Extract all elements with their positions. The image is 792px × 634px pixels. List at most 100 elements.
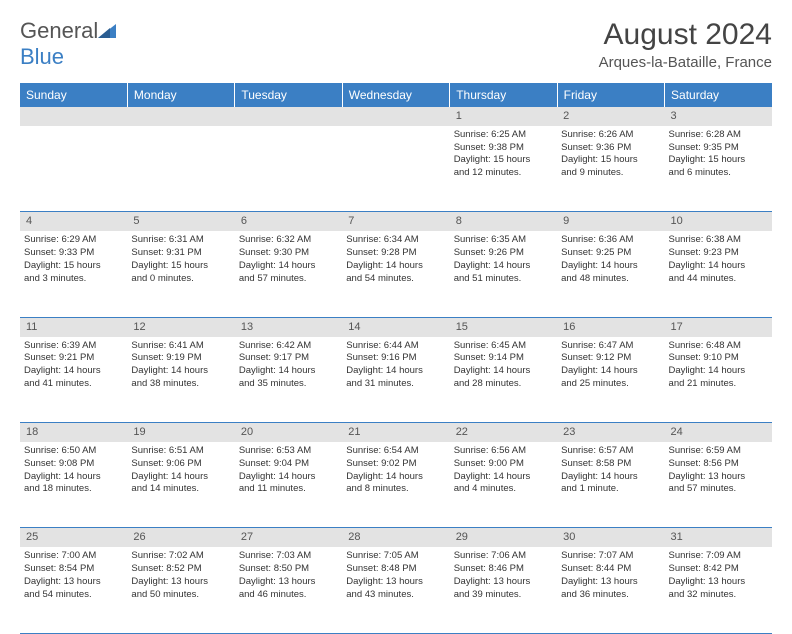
day-info-line: Sunrise: 7:07 AM [561, 550, 660, 563]
weekday-sunday: Sunday [20, 83, 127, 107]
day-cell: Sunrise: 6:48 AMSunset: 9:10 PMDaylight:… [665, 337, 772, 423]
day-number: 6 [235, 212, 342, 231]
logo-text: GeneralBlue [20, 18, 118, 70]
day-info-line: and 6 minutes. [669, 167, 768, 180]
day-info-line: Daylight: 13 hours [131, 576, 230, 589]
day-info-line: Sunrise: 6:39 AM [24, 340, 123, 353]
day-info-line: Sunrise: 6:25 AM [454, 129, 553, 142]
day-info-line: Sunset: 8:52 PM [131, 563, 230, 576]
day-number: 14 [342, 317, 449, 336]
day-cell: Sunrise: 6:53 AMSunset: 9:04 PMDaylight:… [235, 442, 342, 528]
day-content-row: Sunrise: 6:39 AMSunset: 9:21 PMDaylight:… [20, 337, 772, 423]
day-number: 12 [127, 317, 234, 336]
day-info-line: Daylight: 14 hours [239, 471, 338, 484]
day-info-line: Daylight: 15 hours [669, 154, 768, 167]
day-info-line: Sunset: 9:14 PM [454, 352, 553, 365]
day-cell: Sunrise: 7:07 AMSunset: 8:44 PMDaylight:… [557, 547, 664, 633]
day-number: 22 [450, 423, 557, 442]
day-info-line: Sunrise: 7:09 AM [669, 550, 768, 563]
day-info-line: and 4 minutes. [454, 483, 553, 496]
day-cell: Sunrise: 6:41 AMSunset: 9:19 PMDaylight:… [127, 337, 234, 423]
day-info-line: Sunset: 9:33 PM [24, 247, 123, 260]
day-cell: Sunrise: 6:34 AMSunset: 9:28 PMDaylight:… [342, 231, 449, 317]
day-info-line: and 54 minutes. [24, 589, 123, 602]
day-number: 10 [665, 212, 772, 231]
day-info-line: Daylight: 14 hours [669, 365, 768, 378]
day-info-line: Sunrise: 7:05 AM [346, 550, 445, 563]
day-info-line: Sunset: 9:38 PM [454, 142, 553, 155]
day-number: 7 [342, 212, 449, 231]
day-info-line: Sunrise: 6:38 AM [669, 234, 768, 247]
day-info-line: Daylight: 14 hours [346, 365, 445, 378]
day-info-line: and 43 minutes. [346, 589, 445, 602]
day-number: 23 [557, 423, 664, 442]
logo: GeneralBlue [20, 18, 118, 70]
day-info-line: Daylight: 13 hours [669, 576, 768, 589]
day-info-line: and 50 minutes. [131, 589, 230, 602]
day-info-line: Daylight: 14 hours [454, 471, 553, 484]
day-info-line: and 12 minutes. [454, 167, 553, 180]
day-cell: Sunrise: 6:45 AMSunset: 9:14 PMDaylight:… [450, 337, 557, 423]
logo-text-1: General [20, 18, 98, 43]
day-number: 1 [450, 107, 557, 126]
day-info-line: Daylight: 13 hours [669, 471, 768, 484]
day-info-line: Sunrise: 6:34 AM [346, 234, 445, 247]
day-info-line: Daylight: 14 hours [131, 471, 230, 484]
day-cell: Sunrise: 6:32 AMSunset: 9:30 PMDaylight:… [235, 231, 342, 317]
day-info-line: Daylight: 14 hours [454, 365, 553, 378]
day-info-line: Daylight: 14 hours [561, 471, 660, 484]
day-info-line: and 39 minutes. [454, 589, 553, 602]
day-number: 24 [665, 423, 772, 442]
day-info-line: Sunset: 9:10 PM [669, 352, 768, 365]
day-info-line: Sunrise: 6:41 AM [131, 340, 230, 353]
day-info-line: Sunset: 8:48 PM [346, 563, 445, 576]
day-info-line: and 8 minutes. [346, 483, 445, 496]
day-info-line: Daylight: 14 hours [454, 260, 553, 273]
day-cell: Sunrise: 7:02 AMSunset: 8:52 PMDaylight:… [127, 547, 234, 633]
day-info-line: Sunset: 9:00 PM [454, 458, 553, 471]
day-info-line: Daylight: 13 hours [24, 576, 123, 589]
day-cell: Sunrise: 6:38 AMSunset: 9:23 PMDaylight:… [665, 231, 772, 317]
day-info-line: Daylight: 13 hours [561, 576, 660, 589]
day-number: 20 [235, 423, 342, 442]
day-number: 8 [450, 212, 557, 231]
day-info-line: Daylight: 14 hours [239, 260, 338, 273]
day-info-line: and 51 minutes. [454, 273, 553, 286]
day-info-line: Daylight: 14 hours [561, 260, 660, 273]
day-info-line: Sunset: 8:44 PM [561, 563, 660, 576]
day-info-line: Sunrise: 6:31 AM [131, 234, 230, 247]
day-info-line: Sunrise: 6:42 AM [239, 340, 338, 353]
day-cell: Sunrise: 6:42 AMSunset: 9:17 PMDaylight:… [235, 337, 342, 423]
day-info-line: Sunset: 9:36 PM [561, 142, 660, 155]
day-info-line: and 9 minutes. [561, 167, 660, 180]
day-info-line: Daylight: 14 hours [346, 260, 445, 273]
day-number: 15 [450, 317, 557, 336]
day-number: 27 [235, 528, 342, 547]
day-number: 13 [235, 317, 342, 336]
day-number [342, 107, 449, 126]
day-info-line: Sunset: 8:42 PM [669, 563, 768, 576]
day-cell [342, 126, 449, 212]
day-info-line: Sunset: 9:30 PM [239, 247, 338, 260]
day-info-line: Sunset: 9:19 PM [131, 352, 230, 365]
day-info-line: and 31 minutes. [346, 378, 445, 391]
daynum-row: 123 [20, 107, 772, 126]
day-number: 28 [342, 528, 449, 547]
day-cell: Sunrise: 6:47 AMSunset: 9:12 PMDaylight:… [557, 337, 664, 423]
day-content-row: Sunrise: 7:00 AMSunset: 8:54 PMDaylight:… [20, 547, 772, 633]
day-info-line: Sunrise: 6:59 AM [669, 445, 768, 458]
weekday-monday: Monday [127, 83, 234, 107]
day-info-line: Sunset: 9:35 PM [669, 142, 768, 155]
day-info-line: and 25 minutes. [561, 378, 660, 391]
day-info-line: Sunrise: 6:29 AM [24, 234, 123, 247]
day-info-line: Sunset: 8:46 PM [454, 563, 553, 576]
day-info-line: Sunset: 8:56 PM [669, 458, 768, 471]
weekday-friday: Friday [557, 83, 664, 107]
day-info-line: and 18 minutes. [24, 483, 123, 496]
day-info-line: Daylight: 13 hours [346, 576, 445, 589]
day-cell: Sunrise: 7:09 AMSunset: 8:42 PMDaylight:… [665, 547, 772, 633]
day-info-line: Sunrise: 6:51 AM [131, 445, 230, 458]
day-info-line: Sunrise: 6:48 AM [669, 340, 768, 353]
day-info-line: Sunrise: 6:32 AM [239, 234, 338, 247]
day-info-line: and 21 minutes. [669, 378, 768, 391]
